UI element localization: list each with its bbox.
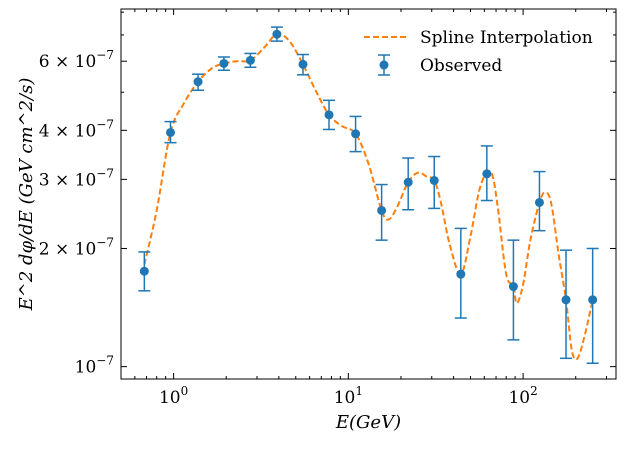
legend-observed-label: Observed — [420, 56, 502, 76]
spline-series-line — [143, 32, 594, 361]
observed-point — [245, 55, 255, 65]
observed-point — [456, 269, 466, 279]
x-axis-label: E(GeV) — [335, 412, 401, 433]
y-tick-label: 2 × 10−7 — [39, 235, 114, 259]
observed-point — [298, 59, 308, 69]
observed-errorbars — [138, 26, 599, 365]
observed-point — [429, 175, 439, 185]
x-axis-ticks: 100 101 102 — [120, 9, 608, 408]
observed-point — [377, 205, 387, 215]
x-tick-label: 100 — [159, 384, 188, 408]
observed-point — [403, 177, 413, 187]
observed-point — [324, 110, 334, 120]
observed-point — [272, 29, 282, 39]
y-tick-label: 3 × 10−7 — [39, 166, 114, 190]
y-axis-ticks: 10−7 2 × 10−7 3 × 10−7 4 × 10−7 6 × 10−7 — [39, 11, 616, 378]
observed-point — [219, 58, 229, 68]
y-tick-label: 4 × 10−7 — [39, 117, 114, 141]
observed-point — [193, 77, 203, 87]
observed-point — [561, 295, 571, 305]
legend: Spline Interpolation Observed — [364, 28, 593, 76]
y-axis-label: E^2 dφ/dE (GeV cm^2/s) — [16, 78, 37, 312]
observed-point — [139, 266, 149, 276]
legend-observed-marker — [379, 60, 389, 70]
y-tick-label: 6 × 10−7 — [39, 48, 114, 72]
observed-point — [166, 127, 176, 137]
y-tick-label: 10−7 — [75, 354, 114, 378]
observed-point — [351, 129, 361, 139]
plot-frame — [120, 8, 617, 380]
observed-point — [482, 169, 492, 179]
observed-point — [534, 197, 544, 207]
x-tick-label: 101 — [334, 384, 363, 408]
observed-point — [588, 295, 598, 305]
x-tick-label: 102 — [508, 384, 537, 408]
observed-points — [139, 29, 598, 305]
legend-spline-label: Spline Interpolation — [420, 28, 593, 48]
observed-point — [508, 282, 518, 292]
